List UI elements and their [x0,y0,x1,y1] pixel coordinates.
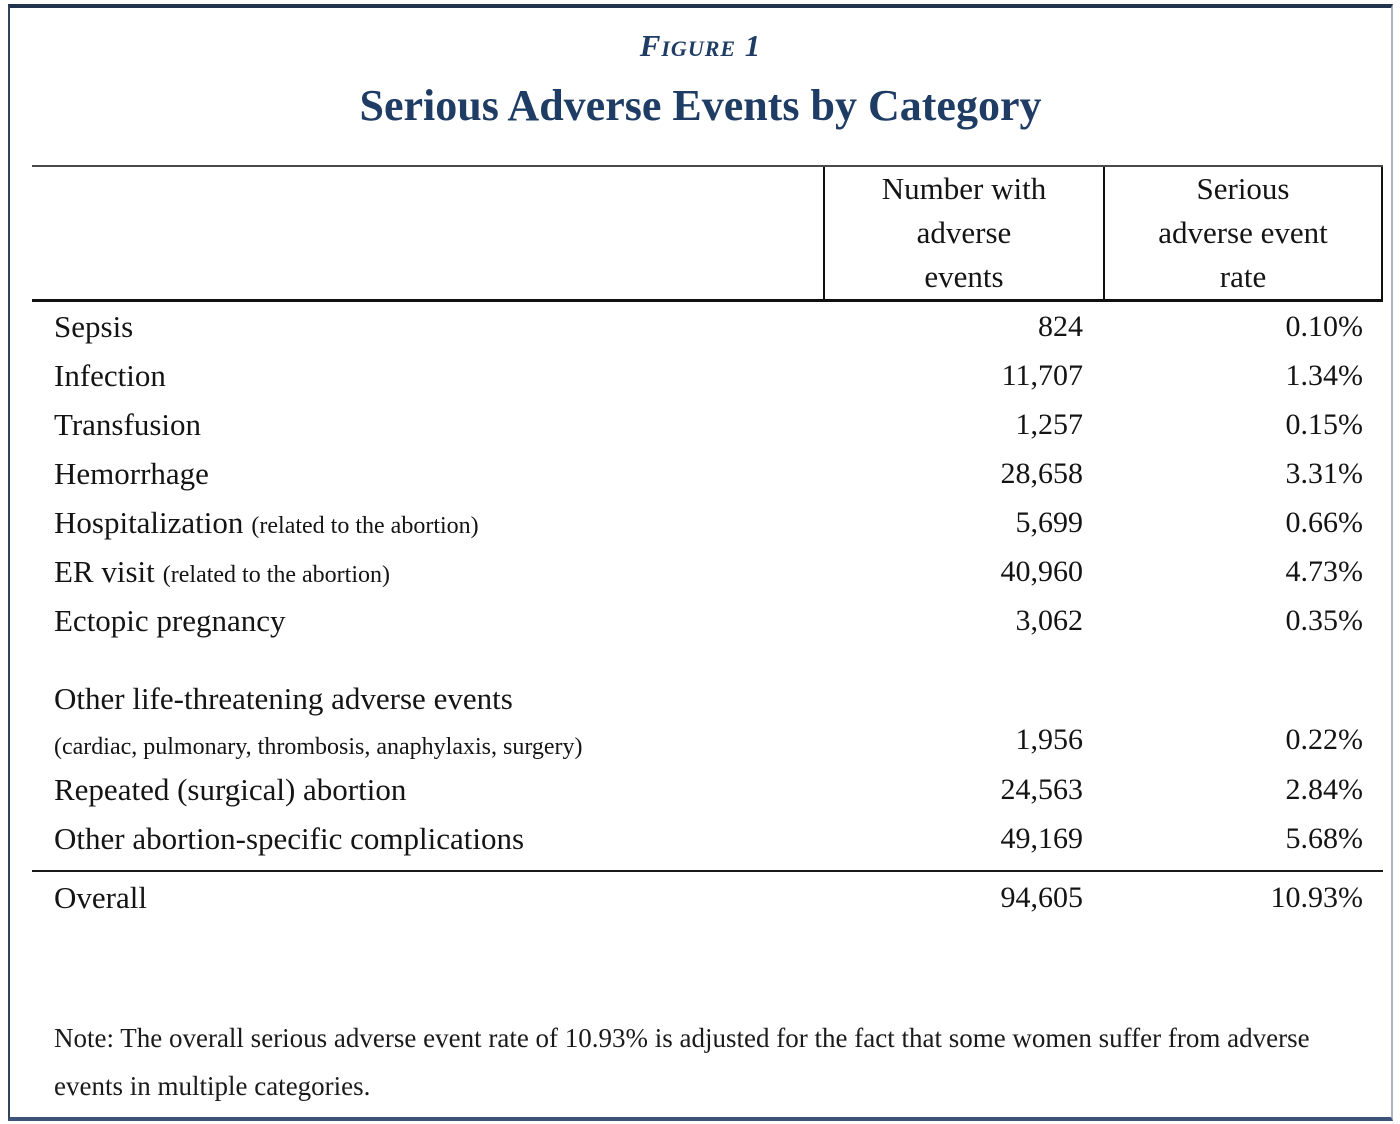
row-number: 3,062 [1015,603,1084,637]
table-row-hemorrhage: Hemorrhage 28,658 3.31% [32,449,1383,498]
figure-page: Figure 1 Serious Adverse Events by Categ… [8,4,1393,1121]
adverse-events-table: Number with adverse events Serious adver… [32,165,1383,924]
row-label: Other life-threatening adverse events (c… [32,679,823,765]
header-number-line: Number with [881,171,1047,206]
figure-title: Serious Adverse Events by Category [359,81,1042,130]
row-number: 11,707 [1001,358,1083,392]
row-number: 1,257 [1015,407,1084,441]
table-row-overall: Overall 94,605 10.93% [32,870,1383,924]
row-rate: 0.10% [1285,309,1364,343]
row-label: Repeated (surgical) abortion [54,771,407,807]
row-label: Infection [54,357,166,393]
row-qualifier: (related to the abortion) [162,561,391,588]
table-header-row: Number with adverse events Serious adver… [32,165,1383,302]
table-row-sepsis: Sepsis 824 0.10% [32,302,1383,351]
row-label: Ectopic pregnancy [54,602,286,638]
figure-note: Note: The overall serious adverse event … [54,1023,1310,1101]
row-qualifier: (cardiac, pulmonary, thrombosis, anaphyl… [54,734,583,760]
row-number: 94,605 [1000,881,1084,914]
row-number: 1,956 [1015,723,1084,756]
figure-label: Figure 1 [639,28,762,63]
header-category-cell [32,167,823,299]
row-rate: 0.35% [1285,603,1364,637]
table-row-repeated-abortion: Repeated (surgical) abortion 24,563 2.84… [32,765,1383,814]
row-label-main: Other life-threatening adverse events [54,681,513,716]
row-rate: 0.15% [1285,407,1364,441]
row-rate: 3.31% [1285,456,1364,490]
row-label: Hospitalization (related to the abortion) [54,504,479,540]
table-row-hospitalization: Hospitalization (related to the abortion)… [32,498,1383,547]
header-number-line: adverse [916,215,1012,250]
row-label: Other abortion-specific complications [54,820,525,856]
table-row-other-complications: Other abortion-specific complications 49… [32,814,1383,863]
row-number: 40,960 [1000,554,1084,588]
row-label: ER visit (related to the abortion) [54,553,391,589]
row-number: 5,699 [1015,505,1084,539]
row-label: Overall [54,880,147,915]
header-rate-line: rate [1219,259,1267,294]
header-number-line: events [924,259,1004,294]
row-rate: 4.73% [1285,554,1364,588]
row-rate: 1.34% [1285,358,1364,392]
table-row-infection: Infection 11,707 1.34% [32,351,1383,400]
header-rate-cell: Serious adverse event rate [1103,167,1383,299]
table-row-er-visit: ER visit (related to the abortion) 40,960… [32,547,1383,596]
row-rate: 5.68% [1285,821,1364,855]
row-label: Transfusion [54,406,201,442]
header-rate-line: Serious [1196,171,1290,206]
row-rate: 0.66% [1285,505,1364,539]
row-rate: 2.84% [1285,772,1364,806]
row-label: Sepsis [54,308,134,344]
row-rate: 0.22% [1285,723,1364,756]
row-number: 824 [1038,309,1083,343]
table-row-other-life-threatening: Other life-threatening adverse events (c… [32,653,1383,765]
row-number: 24,563 [1000,772,1084,806]
row-qualifier: (related to the abortion) [251,512,479,539]
row-number: 28,658 [1000,456,1084,490]
row-rate: 10.93% [1270,881,1364,914]
row-label: Hemorrhage [54,455,209,491]
header-rate-line: adverse event [1158,215,1328,250]
table-row-ectopic-pregnancy: Ectopic pregnancy 3,062 0.35% [32,596,1383,645]
table-row-transfusion: Transfusion 1,257 0.15% [32,400,1383,449]
row-number: 49,169 [1000,821,1084,855]
header-number-cell: Number with adverse events [823,167,1103,299]
